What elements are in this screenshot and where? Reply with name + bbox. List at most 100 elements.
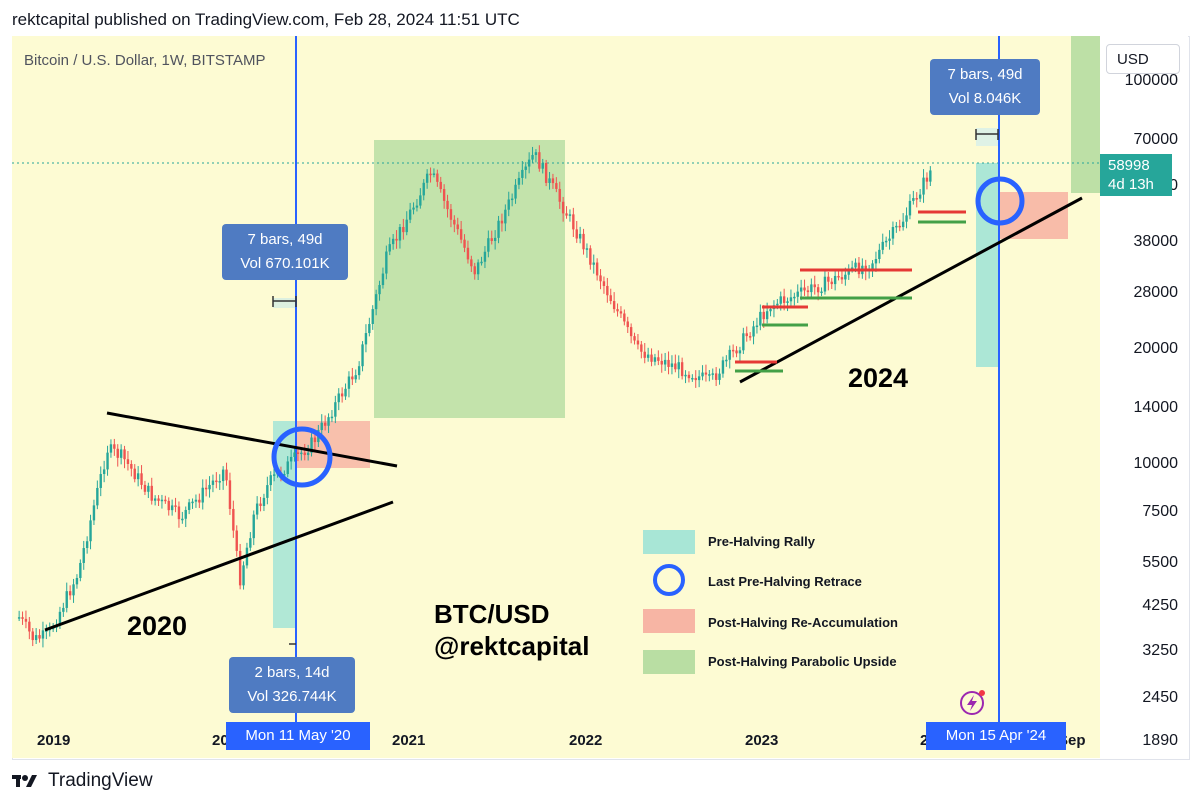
candle: [548, 178, 551, 183]
legend-label-parabolic: Post-Halving Parabolic Upside: [708, 654, 897, 669]
candle: [728, 349, 731, 360]
candle: [765, 311, 769, 320]
candle: [487, 238, 490, 252]
y-tick: 28000: [1133, 283, 1179, 301]
date-label-left: Mon 11 May '20: [226, 722, 370, 750]
label-2020: 2020: [127, 611, 188, 641]
candle: [701, 372, 704, 377]
candle: [415, 205, 419, 208]
legend-label-retrace: Last Pre-Halving Retrace: [708, 574, 862, 589]
candle: [551, 178, 555, 184]
candle: [21, 617, 24, 619]
candle: [830, 281, 833, 285]
candle: [79, 562, 82, 578]
candle: [306, 452, 310, 456]
candle: [769, 309, 772, 312]
watermark-line1: BTC/USD: [434, 599, 550, 629]
candle: [361, 344, 364, 367]
candle: [677, 362, 680, 370]
candle: [643, 351, 646, 358]
candle: [786, 301, 789, 303]
candle: [524, 166, 527, 170]
zone-measure-right: [976, 128, 998, 146]
candle: [470, 259, 473, 267]
legend-circle-icon: [653, 564, 685, 596]
candle: [425, 173, 429, 183]
candle: [164, 499, 167, 502]
candle: [371, 309, 374, 325]
candle: [157, 498, 160, 501]
candle: [235, 530, 238, 551]
info-box-left-top: 7 bars, 49d Vol 670.101K: [222, 224, 348, 280]
candle: [106, 452, 109, 470]
candle: [395, 238, 398, 241]
candle: [259, 503, 262, 506]
candle: [62, 607, 65, 612]
candle: [391, 238, 395, 245]
candle: [779, 296, 782, 304]
candle: [626, 321, 629, 328]
y-tick: 1890: [1142, 732, 1178, 749]
candle: [242, 565, 245, 586]
candle: [102, 469, 106, 475]
candle: [320, 422, 323, 431]
candle: [827, 276, 830, 282]
legend-swatch-parabolic: [643, 650, 695, 674]
candle: [215, 480, 218, 483]
candle: [113, 444, 116, 449]
x-tick-2019: 2019: [37, 732, 71, 749]
candle: [41, 630, 45, 639]
candle: [646, 354, 650, 358]
candle: [140, 473, 143, 485]
candle: [657, 357, 660, 361]
candle: [303, 452, 306, 456]
currency-button[interactable]: USD: [1106, 44, 1180, 74]
candle: [565, 213, 568, 216]
zone-post-halving-parabolic-2024: [1071, 36, 1100, 193]
candle: [419, 195, 422, 206]
candle: [167, 500, 170, 511]
candle: [28, 621, 31, 632]
candle: [561, 201, 565, 214]
y-tick: 7500: [1142, 502, 1178, 520]
tradingview-logo-icon: [12, 775, 37, 787]
trendline-2020-upper[interactable]: [106, 411, 398, 468]
info-box-left-bottom: 2 bars, 14d Vol 326.744K: [229, 657, 355, 713]
candle: [388, 244, 391, 252]
candle: [575, 229, 578, 239]
y-tick: 100000: [1124, 72, 1178, 89]
legend-swatch-reaccumulation: [643, 609, 695, 633]
candle: [854, 262, 857, 268]
candle: [126, 459, 130, 464]
candle: [507, 199, 510, 210]
zone-post-halving-parabolic-2020: [374, 140, 565, 418]
candle: [833, 275, 837, 285]
watermark: BTC/USD @rektcapital: [434, 598, 589, 662]
trendline-2020-lower[interactable]: [44, 500, 394, 632]
footer[interactable]: TradingView: [12, 770, 153, 792]
info-vol: Vol 326.744K: [247, 688, 337, 705]
candle: [429, 173, 432, 176]
candle: [463, 239, 466, 248]
candle: [296, 452, 300, 454]
candle: [748, 336, 752, 338]
lightning-icon[interactable]: [960, 690, 985, 715]
legend-swatch-pre-halving: [643, 530, 695, 554]
candle: [650, 354, 653, 362]
candle: [544, 163, 548, 183]
y-tick: 14000: [1133, 398, 1179, 416]
candle: [857, 262, 861, 275]
candle: [874, 258, 878, 264]
candle: [810, 284, 813, 293]
candle: [823, 276, 827, 292]
candle: [334, 402, 337, 417]
candle: [510, 198, 514, 201]
candle: [357, 366, 361, 376]
candle: [735, 350, 738, 354]
candle: [619, 311, 623, 314]
retrace-circle-2020: [271, 426, 333, 488]
candle: [208, 484, 211, 490]
candle: [252, 514, 255, 539]
candle: [816, 287, 820, 293]
trendline-2024-support[interactable]: [739, 196, 1083, 384]
